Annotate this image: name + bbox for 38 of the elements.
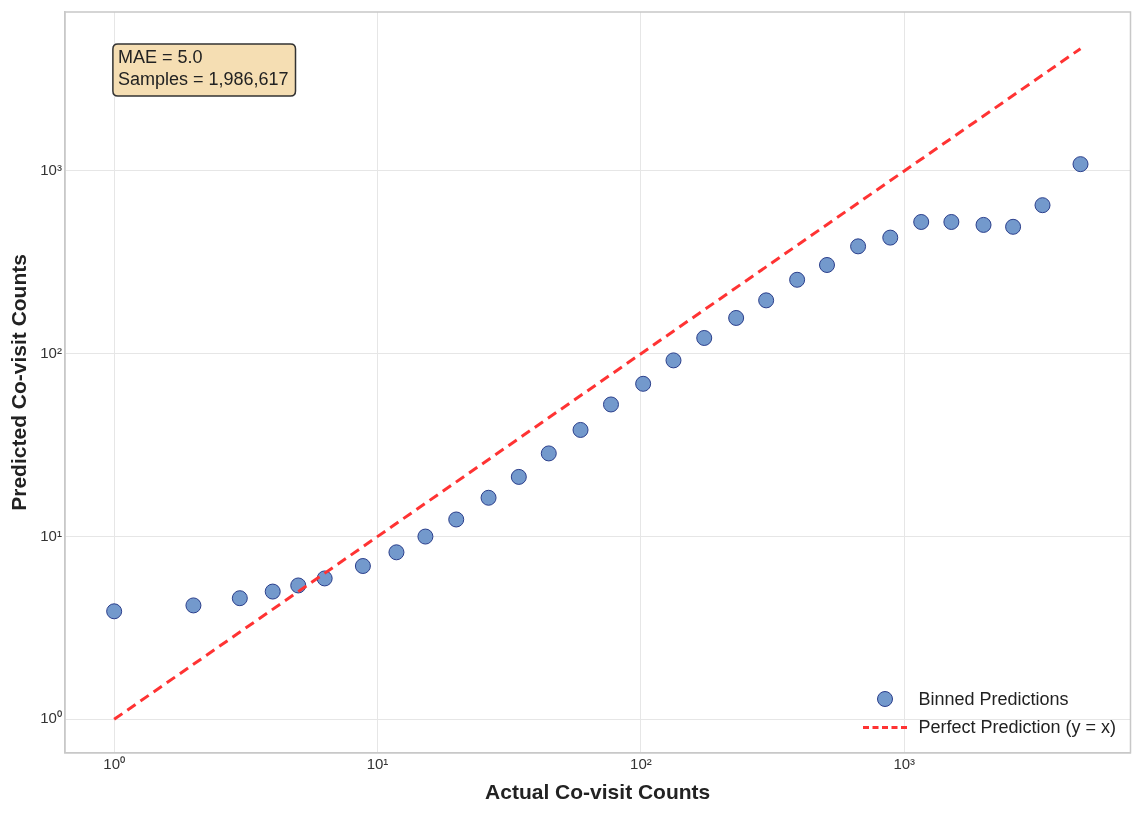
point — [1005, 218, 1022, 235]
point — [572, 421, 589, 438]
point — [728, 309, 745, 326]
x-axis-title: Actual Co-visit Counts — [485, 780, 711, 804]
point — [635, 375, 652, 392]
point — [943, 213, 960, 230]
point — [913, 213, 930, 230]
annotation: Samples = 1,986,617 — [117, 68, 289, 89]
legend-label: Perfect Prediction (y = x) — [918, 715, 1117, 739]
point — [819, 256, 835, 273]
y-tick-label: 10² — [40, 343, 62, 361]
point — [758, 292, 775, 309]
x-tick-label: 10⁰ — [103, 754, 125, 772]
point — [882, 229, 899, 246]
x-tick-label: 10² — [630, 754, 652, 772]
point — [602, 396, 619, 413]
y-tick-label: 10¹ — [40, 526, 62, 544]
point — [696, 329, 713, 346]
x-tick-label: 10³ — [893, 754, 916, 772]
point — [510, 468, 527, 485]
point — [264, 583, 281, 600]
point — [388, 544, 405, 561]
point — [417, 528, 434, 545]
y-tick-label: 10³ — [40, 161, 62, 179]
point — [480, 489, 497, 506]
point — [231, 590, 248, 607]
x-tick-label: 10¹ — [366, 754, 389, 772]
annotation: MAE = 5.0 — [117, 46, 203, 67]
y-tick-label: 10⁰ — [40, 709, 62, 727]
point — [850, 238, 867, 255]
point — [665, 352, 682, 369]
legend-label: Binned Predictions — [918, 687, 1069, 711]
point — [975, 216, 992, 233]
point — [354, 558, 371, 575]
y-axis-title: Predicted Co-visit Counts — [7, 254, 31, 511]
point — [789, 271, 806, 288]
point — [540, 445, 557, 462]
point — [448, 511, 465, 528]
